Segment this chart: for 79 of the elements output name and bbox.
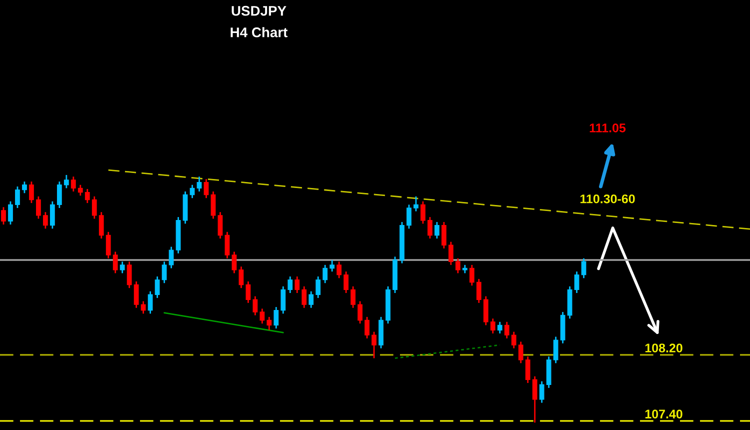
ref-line-label: 107.40 (645, 410, 682, 418)
candlestick (232, 251, 237, 274)
candlestick (532, 376, 538, 424)
candlestick (483, 296, 488, 326)
candlestick (238, 266, 244, 289)
candlestick (574, 270, 580, 294)
candlestick (274, 306, 279, 330)
candlestick (469, 264, 474, 286)
candlestick (106, 231, 111, 260)
candlestick (196, 176, 202, 192)
candlestick (414, 196, 418, 212)
candlestick (266, 316, 272, 331)
candlestick (364, 316, 370, 340)
candlestick (344, 270, 349, 294)
candlestick (246, 280, 251, 304)
candlestick (330, 259, 335, 272)
candlestick (455, 258, 460, 274)
annotation: 110.30-60 (580, 194, 635, 204)
candlestick (420, 200, 426, 224)
candlestick (372, 331, 376, 359)
candlestick (428, 216, 432, 240)
text: 111.05 (590, 124, 626, 132)
candlestick (308, 290, 314, 309)
candlestick (406, 204, 412, 230)
candlestick (336, 260, 342, 279)
candlestick (224, 231, 230, 260)
candlestick (504, 321, 510, 340)
candlestick (56, 180, 62, 209)
candlestick (148, 290, 153, 314)
candlestick (98, 211, 104, 240)
candlestick (29, 180, 34, 204)
candlestick (525, 356, 530, 384)
candlestick (322, 264, 328, 284)
candlestick (42, 211, 48, 230)
candlestick (140, 300, 146, 314)
candlestick (168, 246, 174, 269)
candlestick (358, 300, 362, 324)
candlestick (204, 178, 209, 199)
ref-line-label: 108.20 (645, 344, 682, 352)
candlestick (8, 200, 13, 226)
candlestick (22, 180, 27, 194)
candlestick (218, 211, 223, 240)
candlestick (288, 276, 293, 294)
candlestick (441, 221, 446, 250)
candlestick (260, 308, 265, 324)
candlestick (434, 221, 440, 240)
candlestick (302, 286, 307, 309)
candlestick (581, 258, 586, 279)
candlestick (64, 174, 69, 189)
candlestick (134, 280, 139, 309)
candlestick (553, 336, 558, 364)
candlestick (154, 276, 160, 299)
candlestick (539, 380, 544, 404)
candlestick (490, 318, 496, 334)
candlestick (112, 251, 118, 274)
candlestick (50, 200, 55, 230)
candlestick (511, 331, 516, 349)
candlestick (15, 186, 20, 209)
candlestick (78, 184, 83, 196)
candlestick (476, 278, 482, 304)
text: H4 Chart (230, 27, 288, 38)
candlestick (294, 276, 300, 294)
candlestick (316, 276, 321, 299)
candlestick (36, 196, 41, 220)
candlestick (210, 190, 216, 220)
candlestick (518, 340, 524, 364)
candlestick (448, 241, 454, 266)
candlestick (162, 260, 167, 284)
candlestick (92, 196, 97, 220)
candlestick (252, 296, 258, 316)
candlestick (1, 206, 6, 226)
candlestick (350, 286, 356, 309)
candlestick (84, 188, 90, 204)
candlestick (126, 260, 132, 289)
chart-title: USDJPY (232, 6, 286, 16)
candlestick (120, 260, 125, 274)
candlestick (497, 321, 502, 334)
candlestick (280, 286, 286, 314)
candlestick (70, 176, 76, 192)
